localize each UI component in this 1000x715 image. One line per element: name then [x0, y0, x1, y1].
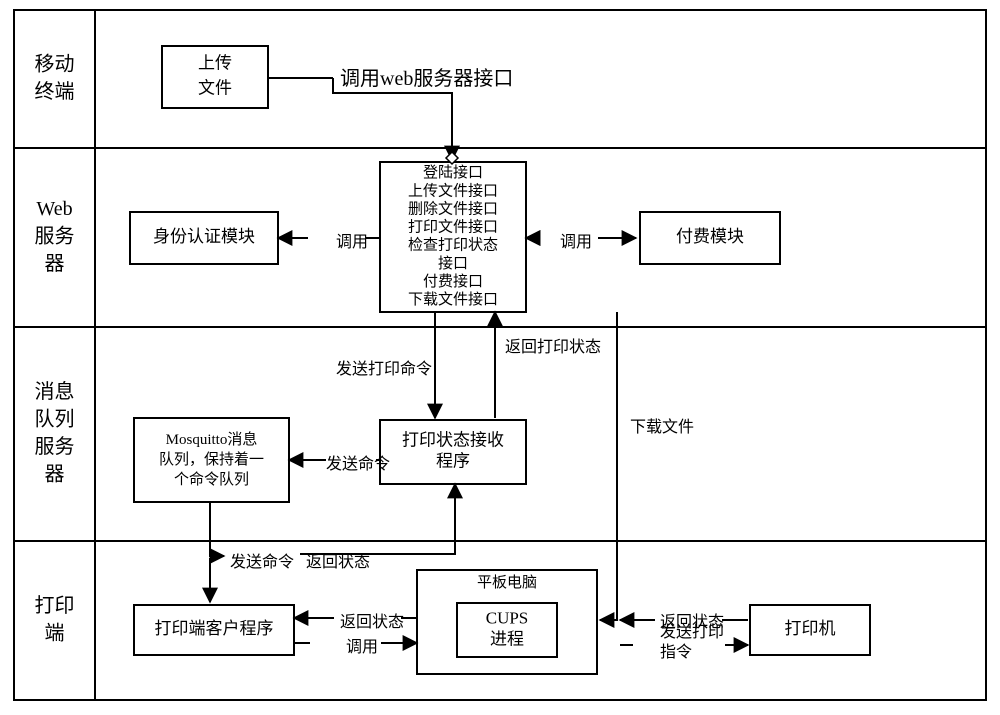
edge-label-b-4: 调用 [560, 233, 592, 251]
row-label-web: Web服务器 [35, 198, 75, 275]
edge-label-7: 返回打印状态 [505, 338, 601, 356]
edge-11 [300, 484, 455, 554]
node-line-api-7: 下载文件接口 [408, 291, 498, 308]
edge-label-8: 发送命令 [326, 455, 390, 473]
node-line-api-6: 付费接口 [423, 273, 483, 290]
node-text-client: 打印端客户程序 [155, 619, 274, 638]
node-line-api-2: 删除文件接口 [408, 200, 498, 217]
text-callweb: 调用web服务器接口 [340, 67, 513, 90]
row-label-mq: 消息队列服务器 [35, 379, 75, 485]
edge-label-15: 返回状态 [340, 613, 404, 631]
swimlane-frame [14, 10, 986, 700]
diagram-canvas: 移动终端Web服务器消息队列服务器打印端上传文件调用web服务器接口身份认证模块… [0, 0, 1000, 715]
node-text-pay: 付费模块 [676, 227, 744, 246]
node-line-mosq-2: 个命令队列 [174, 470, 249, 488]
edge-19 [600, 312, 617, 620]
node-line-api-0: 登陆接口 [423, 164, 483, 181]
edge-label-22: 发送打印指令 [660, 623, 724, 661]
node-line-mosq-1: 队列，保持着一 [159, 451, 264, 468]
edge-10 [210, 502, 224, 556]
node-title-tablet: 平板电脑 [477, 573, 537, 591]
node-line-api-3: 打印文件接口 [408, 219, 498, 236]
edge-label-13: 返回状态 [306, 553, 370, 571]
edge-label-17: 调用 [346, 638, 378, 656]
node-line-api-4: 检查打印状态 [408, 237, 498, 254]
edge-label-b-2: 调用 [336, 233, 368, 251]
node-text-printerb: 打印机 [785, 619, 836, 638]
row-label-mobile: 移动终端 [35, 52, 75, 103]
row-label-printer: 打印端 [35, 593, 75, 644]
node-text-auth: 身份认证模块 [153, 227, 255, 246]
node-line-mosq-0: Mosquitto消息 [166, 431, 258, 448]
edge-label-6: 发送打印命令 [336, 360, 432, 378]
edge-label-12: 发送命令 [230, 553, 294, 571]
edge-label-19: 下载文件 [630, 418, 694, 436]
node-line-api-5: 接口 [438, 255, 468, 272]
node-line-api-1: 上传文件接口 [408, 182, 498, 199]
